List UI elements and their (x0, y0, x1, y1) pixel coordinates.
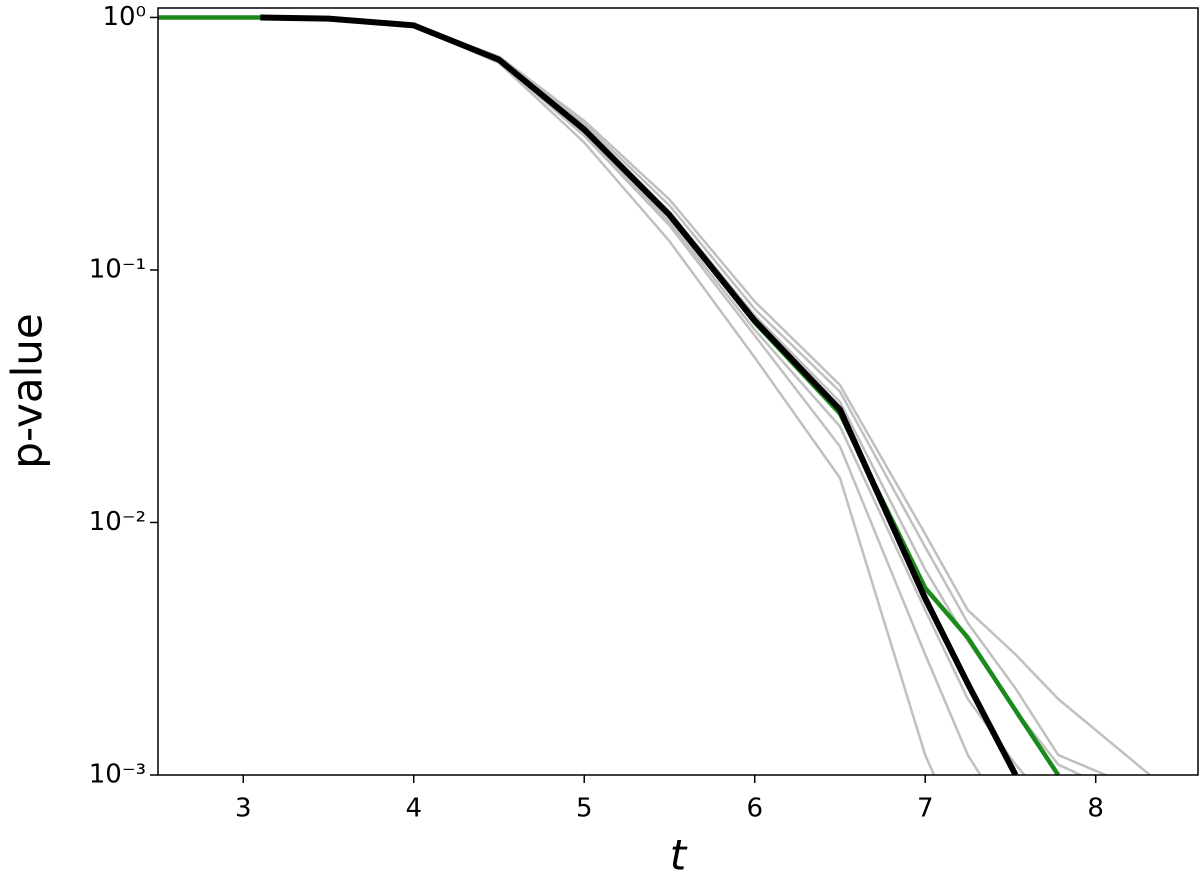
x-tick-label: 6 (746, 794, 763, 824)
series-line (413, 24, 936, 775)
series-line (158, 15, 1061, 775)
x-axis-label: t (670, 831, 688, 880)
x-tick-label: 5 (576, 794, 593, 824)
x-tick-label: 8 (1087, 794, 1104, 824)
series-line (260, 14, 1019, 775)
series-line (413, 24, 982, 775)
y-tick-label: 10⁰ (102, 2, 146, 32)
series-line (413, 24, 1109, 775)
plot-lines (158, 14, 1152, 775)
y-tick-label: 10⁻³ (89, 760, 146, 790)
plot-frame (157, 7, 1199, 776)
series-line (413, 24, 1084, 775)
x-tick-label: 7 (917, 794, 934, 824)
y-tick-label: 10⁻¹ (89, 254, 146, 284)
series-line (413, 24, 1152, 775)
y-axis-label: p-value (3, 313, 52, 468)
x-tick-label: 4 (405, 794, 422, 824)
y-tick-label: 10⁻² (89, 507, 146, 537)
series-line (413, 25, 1027, 775)
x-tick-label: 3 (235, 794, 252, 824)
